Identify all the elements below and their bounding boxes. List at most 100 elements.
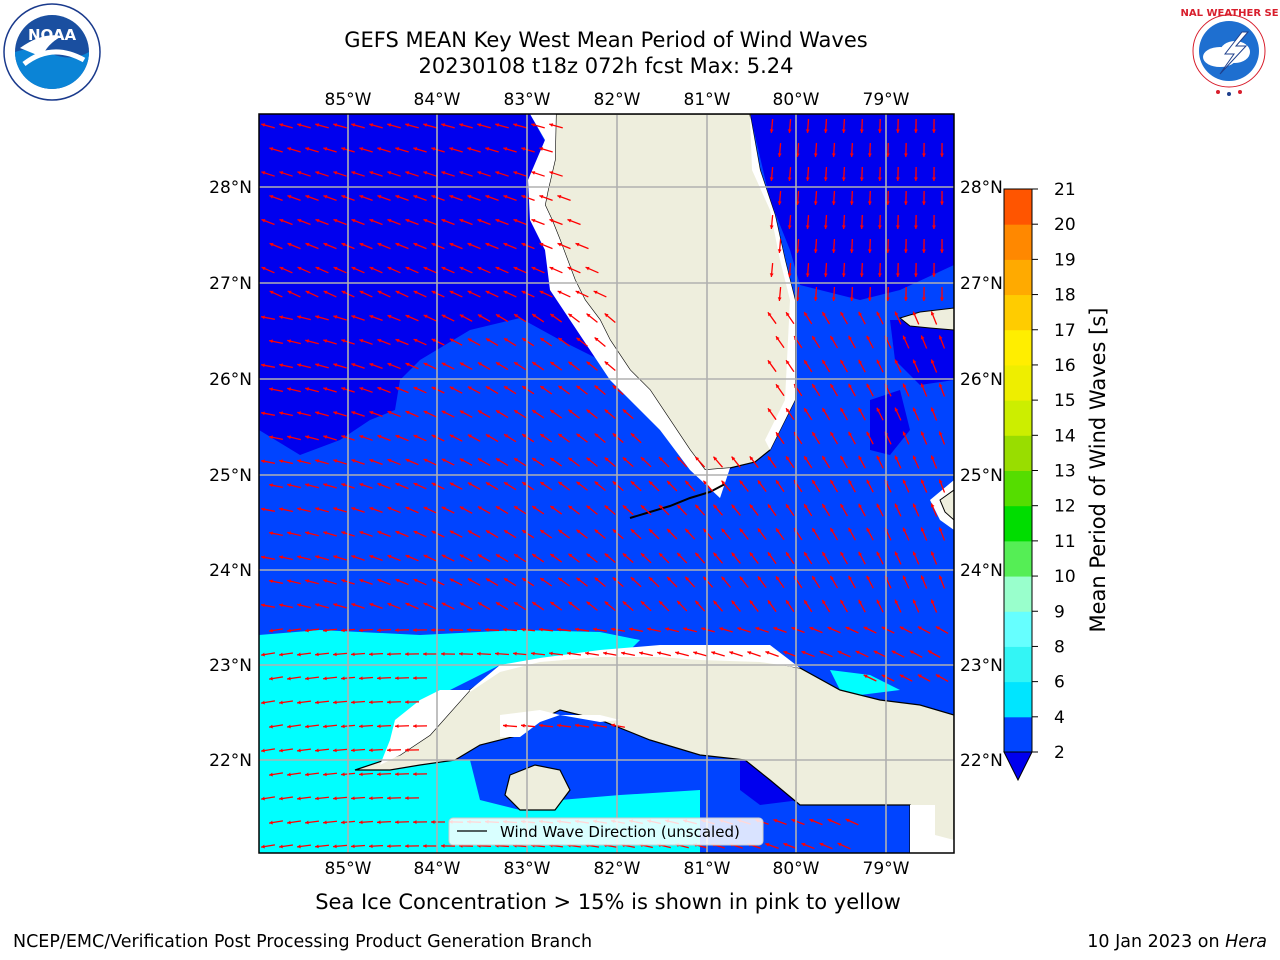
wind-arrow-head	[449, 434, 454, 439]
wind-arrow-head	[775, 576, 780, 581]
wind-arrow-head	[315, 171, 320, 175]
period-field-4-6	[259, 630, 640, 853]
wind-arrow-head	[930, 503, 935, 508]
wind-arrow-head	[755, 627, 760, 631]
wind-arrow-head	[431, 386, 436, 391]
wind-arrow-head	[873, 650, 878, 655]
wind-arrow-head	[845, 626, 850, 631]
wind-arrow-head	[333, 700, 337, 705]
wind-arrow-head	[287, 820, 291, 825]
wind-arrow-head	[531, 218, 536, 223]
wind-arrow-head	[369, 796, 373, 801]
wind-arrow-head	[315, 603, 320, 607]
wind-arrow-head	[287, 676, 291, 681]
wind-arrow-head	[351, 700, 355, 705]
wind-arrow-head	[477, 314, 482, 318]
wind-arrow-head	[323, 579, 328, 583]
wind-arrow-head	[539, 290, 544, 295]
wind-arrow-head	[395, 482, 400, 487]
longitude-labels-bottom: 85°W 84°W 83°W 82°W 81°W 80°W 79°W	[325, 859, 910, 879]
wind-arrow-head	[604, 601, 609, 606]
wind-arrow-head	[341, 579, 346, 583]
wind-arrow-head	[423, 602, 428, 607]
wind-arrow-head	[504, 338, 509, 342]
wind-arrow-head	[539, 242, 544, 247]
wind-arrow-head	[387, 748, 391, 753]
wind-arrow-head	[777, 249, 782, 253]
wind-arrow-head	[305, 676, 309, 681]
wind-arrow-head	[703, 528, 708, 533]
wind-arrow-head	[867, 297, 872, 301]
wind-arrow-head	[876, 359, 881, 364]
machine-name: Hera	[1225, 932, 1267, 952]
wind-arrow-head	[359, 435, 364, 439]
wind-arrow-head	[377, 386, 382, 391]
wind-arrow-head	[550, 409, 555, 414]
wind-arrow-head	[514, 314, 519, 318]
wind-arrow-head	[677, 456, 681, 461]
colorbar-tick-label: 17	[1054, 321, 1076, 341]
wind-arrow-head	[405, 266, 410, 271]
wind-arrow-head	[558, 385, 563, 390]
wind-arrow-head	[449, 290, 454, 295]
wind-arrow-head	[521, 147, 526, 151]
wind-arrow-head	[804, 552, 808, 557]
wind-arrow-head	[521, 195, 526, 199]
wind-arrow-head	[576, 577, 581, 582]
wind-arrow-head	[522, 338, 527, 342]
wind-arrow-head	[604, 553, 609, 558]
wind-arrow-head	[885, 153, 890, 157]
wind-arrow-head	[369, 652, 373, 657]
wind-arrow-head	[405, 748, 409, 752]
wind-arrow-head	[920, 383, 925, 388]
wind-arrow-head	[805, 273, 810, 277]
wind-arrow-head	[866, 479, 871, 484]
wind-arrow-head	[938, 383, 943, 388]
colorbar-segment	[1004, 540, 1032, 577]
wind-arrow-head	[333, 218, 338, 223]
wind-arrow-head	[586, 553, 591, 558]
lon-label-top: 83°W	[504, 90, 551, 110]
wind-arrow-head	[287, 435, 292, 440]
wind-arrow-head	[866, 575, 871, 580]
wind-arrow-head	[441, 554, 446, 559]
graticule	[259, 114, 954, 853]
lon-label-top: 81°W	[684, 90, 731, 110]
wind-arrow-head	[297, 123, 302, 127]
wind-arrow-head	[333, 315, 338, 319]
wind-arrow-head	[449, 338, 454, 343]
wind-arrow-head	[729, 651, 734, 655]
colorbar-segment	[1004, 470, 1032, 507]
wind-arrow-head	[305, 483, 310, 487]
wind-arrow-head	[431, 195, 436, 199]
wind-arrow-head	[791, 818, 796, 823]
lat-label-right: 24°N	[960, 561, 1003, 581]
wind-arrow-head	[413, 195, 418, 199]
wind-arrow-head	[737, 627, 742, 631]
wind-arrow-head	[604, 361, 609, 366]
lon-label-bottom: 83°W	[504, 859, 551, 879]
wind-arrow-head	[930, 311, 935, 316]
wind-arrow-head	[783, 842, 788, 847]
wind-arrow-head	[830, 335, 834, 340]
wind-arrow-head	[477, 171, 482, 175]
wind-arrow-head	[711, 651, 716, 655]
wind-arrow-head	[840, 551, 844, 556]
wind-arrow-head	[279, 555, 284, 560]
wind-arrow-head	[423, 410, 428, 415]
wind-arrow-head	[423, 652, 427, 656]
longitude-labels-top: 85°W 84°W 83°W 82°W 81°W 80°W 79°W	[325, 90, 910, 110]
wind-arrow-head	[837, 842, 842, 847]
wind-arrow-head	[377, 772, 381, 777]
wind-arrow-head	[297, 748, 301, 753]
wind-arrow-head	[279, 171, 284, 175]
wind-arrow-head	[441, 844, 445, 848]
wind-arrow-head	[305, 387, 310, 391]
wind-arrow-head	[467, 290, 472, 295]
wind-arrow-head	[858, 503, 863, 508]
wind-arrow-head	[593, 627, 597, 632]
nws-logo: NATIONAL WEATHER SERVICE	[1180, 4, 1278, 98]
wind-arrow-head	[413, 530, 418, 535]
colorbar-tick-label: 20	[1054, 215, 1076, 235]
wind-arrow-head	[917, 674, 922, 679]
